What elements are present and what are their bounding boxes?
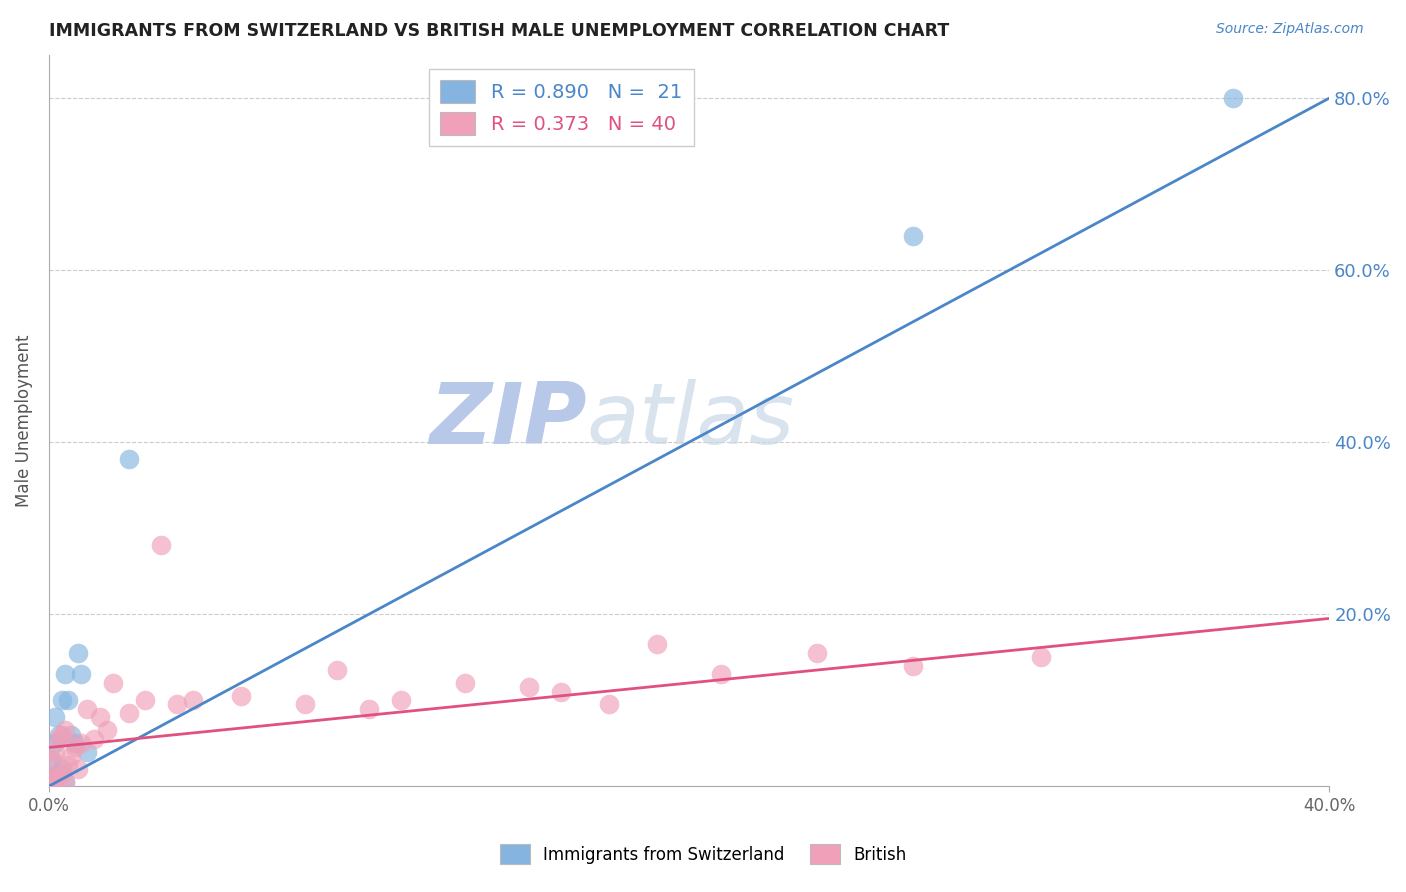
British (150, 538, 173, 552)
Immigrants from Switzerland (53, 667, 76, 681)
Legend: Immigrants from Switzerland, British: Immigrants from Switzerland, British (494, 838, 912, 871)
British (60, 749, 83, 764)
British (53, 723, 76, 738)
British (48, 731, 70, 746)
British (389, 693, 412, 707)
Immigrants from Switzerland (48, 766, 70, 780)
British (44, 772, 66, 787)
Immigrants from Switzerland (41, 753, 63, 767)
Immigrants from Switzerland (41, 772, 63, 787)
British (96, 723, 118, 738)
Immigrants from Switzerland (39, 775, 62, 789)
Immigrants from Switzerland (66, 646, 89, 660)
British (56, 757, 79, 772)
British (51, 766, 73, 780)
British (118, 706, 141, 720)
British (454, 676, 477, 690)
Text: ZIP: ZIP (429, 379, 586, 462)
Text: Source: ZipAtlas.com: Source: ZipAtlas.com (1216, 22, 1364, 37)
British (294, 698, 316, 712)
Immigrants from Switzerland (53, 775, 76, 789)
British (83, 731, 105, 746)
Immigrants from Switzerland (48, 727, 70, 741)
Text: atlas: atlas (586, 379, 794, 462)
British (70, 736, 93, 750)
British (229, 689, 252, 703)
British (550, 684, 572, 698)
Immigrants from Switzerland (44, 736, 66, 750)
Immigrants from Switzerland (63, 736, 86, 750)
British (76, 702, 98, 716)
British (44, 745, 66, 759)
Immigrants from Switzerland (56, 693, 79, 707)
British (41, 753, 63, 767)
British (53, 775, 76, 789)
Immigrants from Switzerland (901, 228, 924, 243)
British (517, 680, 540, 694)
British (710, 667, 733, 681)
Legend: R = 0.890   N =  21, R = 0.373   N = 40: R = 0.890 N = 21, R = 0.373 N = 40 (429, 69, 693, 146)
British (134, 693, 156, 707)
British (806, 646, 828, 660)
British (901, 658, 924, 673)
Y-axis label: Male Unemployment: Male Unemployment (15, 334, 32, 507)
British (48, 769, 70, 783)
Immigrants from Switzerland (118, 452, 141, 467)
British (181, 693, 204, 707)
Immigrants from Switzerland (44, 771, 66, 785)
Immigrants from Switzerland (44, 710, 66, 724)
British (166, 698, 188, 712)
Immigrants from Switzerland (51, 693, 73, 707)
British (66, 762, 89, 776)
Immigrants from Switzerland (70, 667, 93, 681)
British (326, 663, 349, 677)
Immigrants from Switzerland (51, 762, 73, 776)
Immigrants from Switzerland (76, 745, 98, 759)
British (645, 637, 668, 651)
British (51, 727, 73, 741)
British (89, 710, 111, 724)
British (63, 740, 86, 755)
Text: IMMIGRANTS FROM SWITZERLAND VS BRITISH MALE UNEMPLOYMENT CORRELATION CHART: IMMIGRANTS FROM SWITZERLAND VS BRITISH M… (49, 22, 949, 40)
Immigrants from Switzerland (1222, 91, 1244, 105)
Immigrants from Switzerland (60, 727, 83, 741)
British (41, 775, 63, 789)
British (101, 676, 124, 690)
British (598, 698, 620, 712)
British (357, 702, 380, 716)
British (39, 771, 62, 785)
British (1031, 650, 1053, 665)
